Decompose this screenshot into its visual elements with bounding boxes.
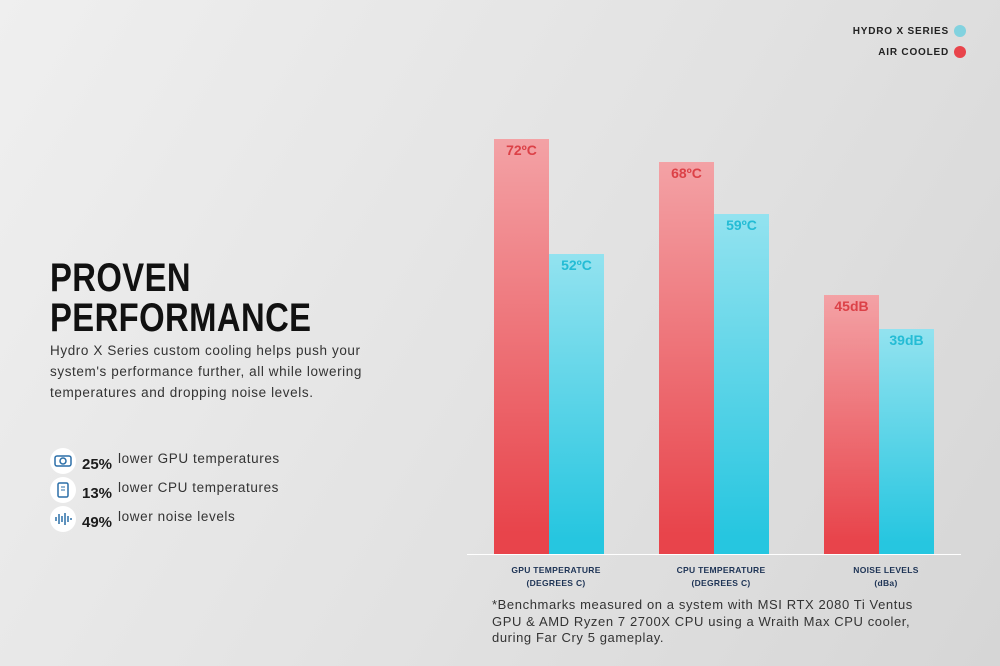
bar	[494, 139, 549, 554]
bar	[714, 214, 769, 554]
value-label: 39dB	[889, 332, 924, 349]
x-tick-label: CPU TEMPERATURE (DEGREES C)	[676, 565, 766, 588]
legend-label: HYDRO X SERIES	[852, 25, 949, 37]
stat-row: 13% lower CPU temperatures	[50, 477, 279, 503]
description: Hydro X Series custom cooling helps push…	[50, 343, 362, 400]
bar	[824, 294, 879, 554]
gpu-icon	[50, 448, 76, 474]
stat-text: lower noise levels	[118, 508, 236, 524]
stat-value: 13%	[82, 484, 113, 502]
baseline	[467, 554, 961, 555]
value-label: 68ºC	[671, 165, 702, 182]
value-label: 59ºC	[726, 217, 757, 234]
value-label: 52ºC	[561, 257, 592, 274]
x-tick-label: GPU TEMPERATURE (DEGREES C)	[511, 565, 601, 588]
stat-text: lower GPU temperatures	[118, 450, 280, 466]
bar	[549, 254, 604, 554]
stat-row: 25% lower GPU temperatures	[50, 448, 280, 474]
legend-item: AIR COOLED	[878, 46, 966, 58]
value-label: 72ºC	[506, 142, 537, 159]
stat-text: lower CPU temperatures	[118, 479, 280, 495]
headline: PROVEN PERFORMANCE	[50, 256, 312, 340]
value-label: 45dB	[834, 297, 869, 314]
stat-value: 49%	[82, 513, 113, 531]
sound-icon	[50, 506, 76, 532]
footnote: *Benchmarks measured on a system with MS…	[492, 597, 913, 645]
bar	[659, 162, 714, 554]
bar	[879, 329, 934, 554]
legend-item: HYDRO X SERIES	[853, 25, 966, 37]
x-tick-label: NOISE LEVELS (dBa)	[853, 565, 919, 588]
stat-value: 25%	[82, 455, 113, 473]
legend-label: AIR COOLED	[878, 46, 949, 58]
cpu-icon	[50, 477, 76, 503]
legend-swatch	[954, 46, 966, 58]
stat-row: 49% lower noise levels	[50, 506, 235, 532]
legend-swatch	[954, 25, 966, 37]
